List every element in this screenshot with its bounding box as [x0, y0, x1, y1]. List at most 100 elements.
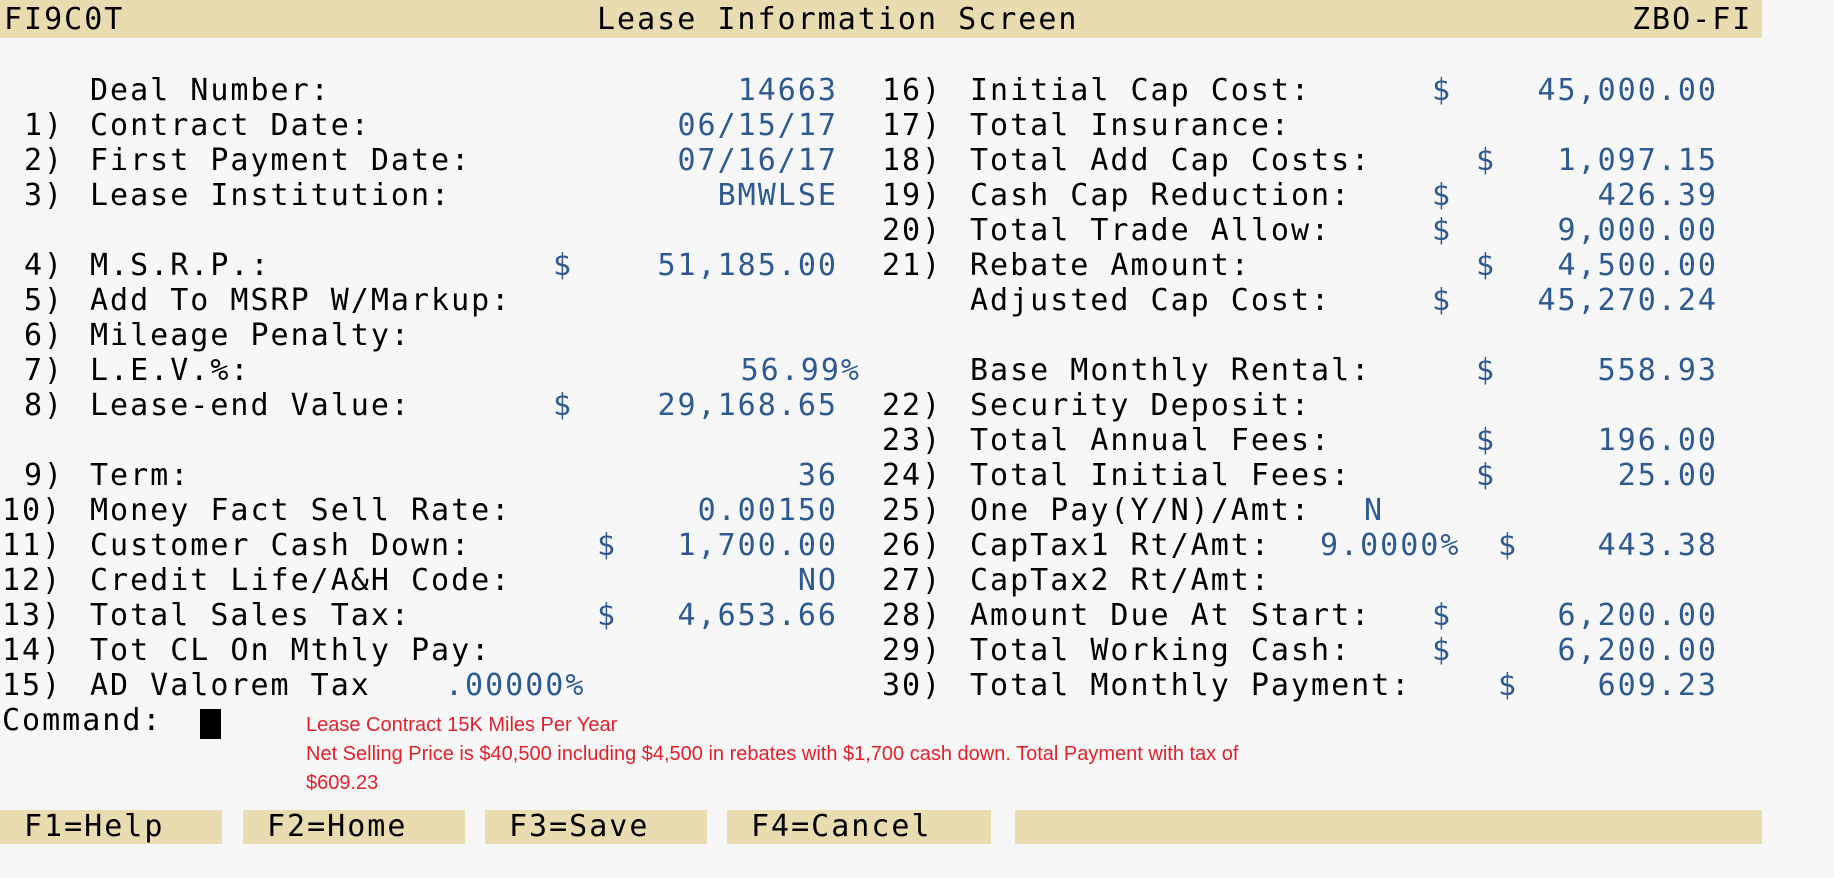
field-number: 3) [24, 178, 65, 213]
field-number: 1) [24, 108, 65, 143]
annotation-line-2: Net Selling Price is $40,500 including $… [306, 743, 1239, 765]
field-number: 10) [2, 493, 63, 528]
field-value[interactable]: 6,200.00 [1557, 598, 1718, 633]
field-number: 15) [2, 668, 63, 703]
field-number: 22) [882, 388, 943, 423]
field-number: 24) [882, 458, 943, 493]
field-label: Cash Cap Reduction: [970, 178, 1352, 213]
field-number: 19) [882, 178, 943, 213]
currency-symbol: $ [597, 528, 618, 563]
f1-help-button[interactable]: F1=Help [0, 810, 222, 844]
field-value[interactable]: 45,270.24 [1537, 283, 1718, 318]
field-label: Deal Number: [90, 73, 331, 108]
field-number: 11) [2, 528, 63, 563]
field-value[interactable]: 0.00150 [697, 493, 838, 528]
field-number: 12) [2, 563, 63, 598]
currency-symbol: $ [597, 598, 618, 633]
field-value[interactable]: 56.99% [740, 353, 861, 388]
field-label: Initial Cap Cost: [970, 73, 1312, 108]
field-number: 20) [882, 213, 943, 248]
field-value[interactable]: 196.00 [1597, 423, 1718, 458]
field-value[interactable]: 36 [797, 458, 838, 493]
field-number: 30) [882, 668, 943, 703]
field-value[interactable]: 51,185.00 [657, 248, 838, 283]
field-label: CapTax1 Rt/Amt: [970, 528, 1271, 563]
field-value[interactable]: 4,500.00 [1557, 248, 1718, 283]
field-label: Total Initial Fees: [970, 458, 1352, 493]
field-value[interactable]: 426.39 [1597, 178, 1718, 213]
field-label: AD Valorem Tax [90, 668, 371, 703]
field-value[interactable]: 25.00 [1617, 458, 1718, 493]
field-value[interactable]: 443.38 [1597, 528, 1718, 563]
field-value[interactable]: NO [797, 563, 838, 598]
field-number: 9) [24, 458, 65, 493]
annotation-line-1: Lease Contract 15K Miles Per Year [306, 714, 618, 736]
function-key-bar-filler [1015, 810, 1762, 844]
field-value[interactable]: 14663 [737, 73, 838, 108]
field-label: Total Sales Tax: [90, 598, 411, 633]
field-value[interactable]: BMWLSE [717, 178, 838, 213]
field-number: 27) [882, 563, 943, 598]
field-label: Security Deposit: [970, 388, 1312, 423]
field-label: Total Working Cash: [970, 633, 1352, 668]
field-value[interactable]: .00000% [445, 668, 586, 703]
command-input[interactable] [200, 709, 221, 739]
f3-save-button[interactable]: F3=Save [485, 810, 707, 844]
field-label: Customer Cash Down: [90, 528, 472, 563]
currency-symbol: $ [1476, 248, 1497, 283]
field-number: 29) [882, 633, 943, 668]
field-value[interactable]: 45,000.00 [1537, 73, 1718, 108]
field-number: 6) [24, 318, 65, 353]
field-value[interactable]: 07/16/17 [677, 143, 838, 178]
field-number: 25) [882, 493, 943, 528]
f3-label: F3=Save [509, 809, 650, 844]
field-number: 14) [2, 633, 63, 668]
field-value[interactable]: 6,200.00 [1557, 633, 1718, 668]
field-label: L.E.V.%: [90, 353, 251, 388]
field-number: 7) [24, 353, 65, 388]
currency-symbol: $ [1432, 633, 1453, 668]
field-label: M.S.R.P.: [90, 248, 271, 283]
field-number: 21) [882, 248, 943, 283]
field-number: 4) [24, 248, 65, 283]
field-number: 13) [2, 598, 63, 633]
field-value[interactable]: 1,700.00 [677, 528, 838, 563]
field-label: Lease-end Value: [90, 388, 411, 423]
header-bar: FI9C0T Lease Information Screen ZBO-FI [0, 0, 1762, 38]
field-number: 8) [24, 388, 65, 423]
field-value[interactable]: 4,653.66 [677, 598, 838, 633]
f2-label: F2=Home [267, 809, 408, 844]
currency-symbol: $ [1498, 528, 1519, 563]
field-value[interactable]: 06/15/17 [677, 108, 838, 143]
currency-symbol: $ [1432, 598, 1453, 633]
field-value[interactable]: 1,097.15 [1557, 143, 1718, 178]
currency-symbol: $ [1476, 423, 1497, 458]
field-label: Total Monthly Payment: [970, 668, 1412, 703]
field-label: Credit Life/A&H Code: [90, 563, 512, 598]
field-label: Term: [90, 458, 191, 493]
field-label: Money Fact Sell Rate: [90, 493, 512, 528]
field-number: 5) [24, 283, 65, 318]
field-label: Lease Institution: [90, 178, 452, 213]
currency-symbol: $ [1432, 283, 1453, 318]
field-value[interactable]: 9,000.00 [1557, 213, 1718, 248]
f4-cancel-button[interactable]: F4=Cancel [727, 810, 991, 844]
currency-symbol: $ [553, 388, 574, 423]
annotation-line-3: $609.23 [306, 772, 379, 794]
f2-home-button[interactable]: F2=Home [243, 810, 465, 844]
captax1-rate[interactable]: 9.0000% [1320, 528, 1461, 563]
field-number: 18) [882, 143, 943, 178]
field-label: Rebate Amount: [970, 248, 1251, 283]
field-value[interactable]: 29,168.65 [657, 388, 838, 423]
field-label: CapTax2 Rt/Amt: [970, 563, 1271, 598]
field-value[interactable]: N [1364, 493, 1385, 528]
currency-symbol: $ [1432, 178, 1453, 213]
field-label: Tot CL On Mthly Pay: [90, 633, 492, 668]
system-id: ZBO-FI [1632, 2, 1753, 37]
field-label: Base Monthly Rental: [970, 353, 1372, 388]
field-value[interactable]: 558.93 [1597, 353, 1718, 388]
field-label: Total Trade Allow: [970, 213, 1332, 248]
currency-symbol: $ [1432, 213, 1453, 248]
f1-label: F1=Help [24, 809, 165, 844]
field-value[interactable]: 609.23 [1597, 668, 1718, 703]
